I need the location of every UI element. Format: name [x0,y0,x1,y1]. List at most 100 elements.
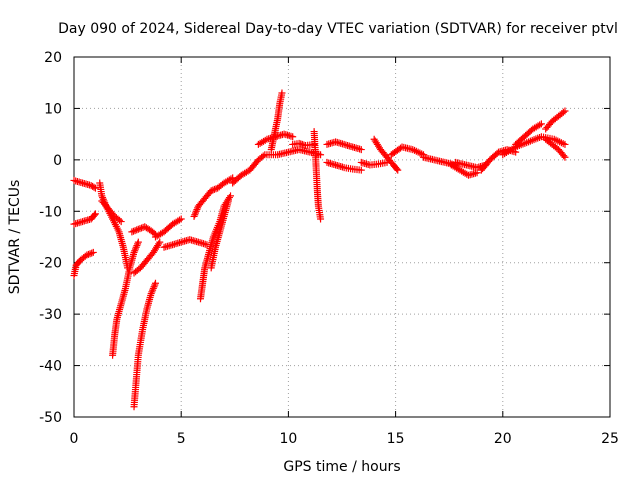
data-point [84,250,92,258]
plot-frame [73,56,611,418]
data-point [156,238,164,246]
data-point [91,210,99,218]
data-point [210,185,218,193]
data-point [561,107,569,115]
data-point [134,238,142,246]
data-point [561,140,569,148]
data-point [155,240,163,248]
data-point [209,186,217,194]
series-arc-01 [70,176,99,192]
y-tick-label: 0 [53,153,62,169]
data-point [149,284,157,292]
data-point [278,89,286,97]
data-point [90,183,98,191]
data-point [560,152,568,160]
data-point [536,121,544,129]
series-arc-23 [357,158,391,169]
y-tick-label: 10 [44,101,62,117]
series-arc-08 [130,279,159,411]
data-point [225,194,233,202]
data-point [394,166,402,174]
x-axis-label: GPS time / hours [283,459,400,475]
series-arc-10 [151,215,185,241]
data-point [88,249,96,257]
y-tick-label: 20 [44,50,62,66]
series-arc-17 [267,89,286,154]
data-point [147,290,155,298]
data-point [227,192,235,200]
data-point [90,211,98,219]
series-arc-20 [310,128,325,223]
x-tick-label: 10 [279,431,297,447]
data-point [83,251,91,259]
data-point [177,215,185,223]
y-tick-label: -30 [39,307,62,323]
y-tick-label: -40 [39,359,62,375]
series-arc-21 [323,138,365,154]
series-arc-09 [130,238,164,277]
data-point [191,211,199,219]
data-point [136,225,144,233]
data-point [193,206,201,214]
data-point [116,216,124,224]
series-arc-33 [542,135,569,161]
series-arc-04 [96,179,132,272]
y-axis-label: SDTVAR / TECUs [7,180,23,295]
x-tick-label: 0 [70,431,79,447]
data-point [289,133,297,141]
series-arc-18 [263,146,325,159]
data-point [130,248,138,256]
data-point [191,209,199,217]
data-point [151,279,159,287]
grid-lines [74,57,610,417]
series-arc-27 [447,161,481,179]
data-point [357,146,365,154]
y-tick-label: -20 [39,256,62,272]
series-arc-14 [207,197,232,272]
series-arc-03 [70,248,97,280]
axis-ticks: 0 5 10 15 20 25 -50 -40 -30 -20 -10 0 10 20 [39,50,619,447]
series-arc-15 [229,151,269,187]
data-point [86,250,94,258]
data-point [133,242,141,250]
data-point [132,243,140,251]
data-point [190,212,198,220]
data-point [91,184,99,192]
data-points [70,89,569,411]
series-arc-31 [499,133,569,159]
x-tick-label: 5 [177,431,186,447]
data-point [561,153,569,161]
y-tick-label: -10 [39,204,62,220]
series-arc-25 [387,143,427,159]
chart-title: Day 090 of 2024, Sidereal Day-to-day VTE… [58,21,618,37]
data-point [148,288,156,296]
data-point [317,215,325,223]
data-point [128,228,136,236]
data-point [151,281,159,289]
data-point [357,166,365,174]
data-point [134,225,142,233]
series-arc-06 [109,238,142,359]
data-point [150,283,158,291]
series-arc-05 [98,197,125,226]
data-point [131,247,139,255]
series-arc-22 [323,158,365,174]
data-point [224,197,232,205]
y-tick-label: -50 [39,410,62,426]
data-point [134,240,142,248]
data-point [89,248,97,256]
data-point [317,151,325,159]
data-point [133,226,141,234]
data-point [261,136,269,144]
data-point [207,187,215,195]
data-point [131,245,139,253]
data-point [192,207,200,215]
data-point [537,120,545,128]
series-arc-02 [70,210,99,228]
data-point [559,108,567,116]
data-point [129,227,137,235]
data-point [259,152,267,160]
data-point [149,286,157,294]
data-point [117,218,125,226]
